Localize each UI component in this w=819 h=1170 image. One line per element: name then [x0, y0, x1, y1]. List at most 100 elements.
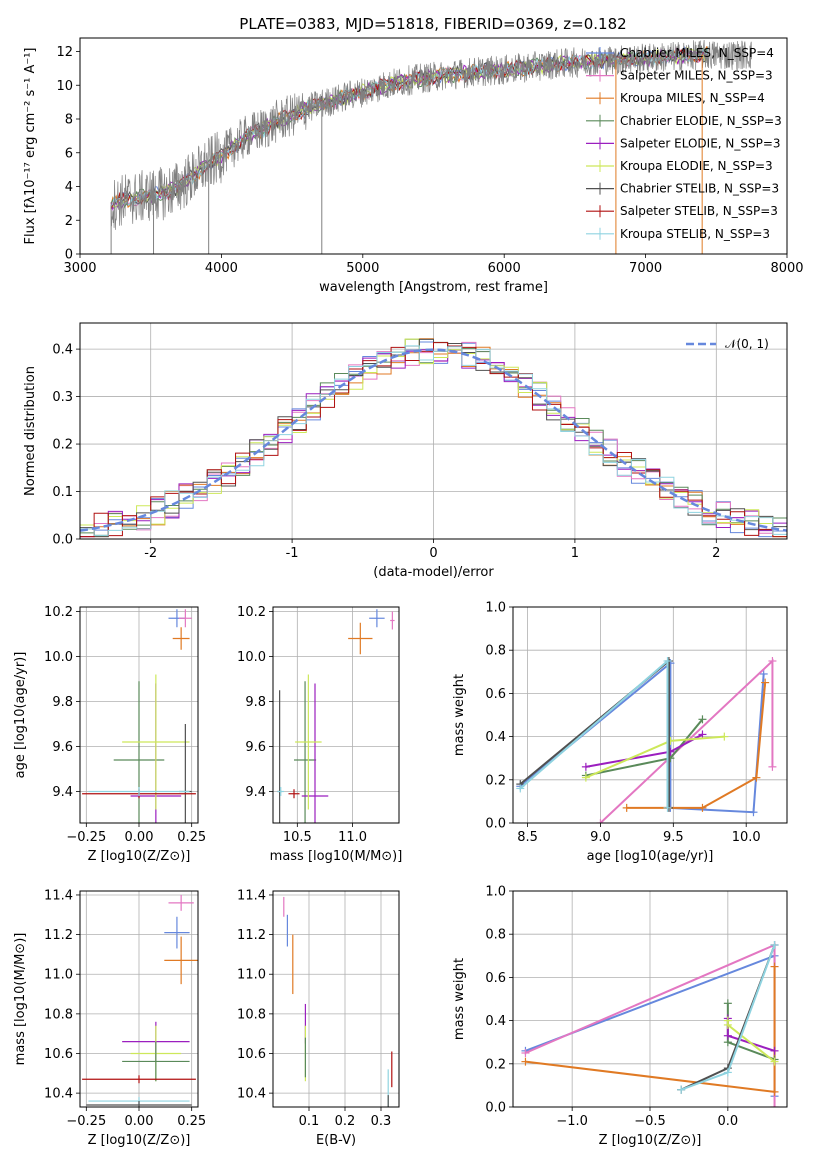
y-tick-label: 0.6 — [485, 971, 506, 986]
legend-label: Chabrier STELIB, N_SSP=3 — [620, 182, 779, 196]
plot-area — [110, 39, 752, 254]
x-tick-label: −1.0 — [556, 1114, 588, 1129]
y-tick-label: 11.4 — [237, 888, 266, 903]
weight-line — [585, 718, 704, 777]
y-tick-label: 11.0 — [237, 968, 266, 983]
y-tick-label: 1.0 — [485, 885, 506, 900]
x-tick-label: 1 — [571, 546, 579, 561]
y-tick-label: 10.8 — [237, 1007, 266, 1022]
residual-histogram — [80, 345, 787, 536]
panel-mass-weight-vs-Z: −1.0 −0.5 0.0 0.0 0.2 0.4 0.6 0.8 1.0 Z [log10(Z/… — [452, 885, 788, 1148]
y-tick-label: 0.3 — [52, 390, 73, 405]
y-tick-label: 9.6 — [52, 740, 73, 755]
y-axis-label: age [log10(age/yr)] — [13, 652, 28, 779]
y-tick-label: 0.4 — [485, 730, 506, 745]
y-tick-label: 0 — [65, 248, 73, 263]
y-tick-label: 0.2 — [485, 1057, 506, 1072]
weight-line — [519, 661, 765, 814]
y-tick-label: 0.8 — [485, 644, 506, 659]
gaussian-curve — [80, 348, 787, 532]
y-tick-label: 9.4 — [52, 785, 73, 800]
x-tick-label: 9.0 — [590, 830, 611, 845]
legend-label: 𝒩(0, 1) — [725, 337, 769, 351]
y-tick-label: 0.2 — [52, 438, 73, 453]
y-axis-label: Flux [fλ10⁻¹⁷ erg cm⁻² s⁻¹ A⁻¹] — [23, 48, 38, 245]
x-axis-label: mass [log10(M/M⊙)] — [270, 849, 403, 864]
x-tick-label: 0.25 — [177, 830, 206, 845]
x-axis-label: age [log10(age/yr)] — [587, 849, 714, 864]
legend-label: Salpeter ELODIE, N_SSP=3 — [620, 136, 781, 150]
legend-label: Salpeter MILES, N_SSP=3 — [620, 69, 773, 83]
y-tick-label: 11.0 — [44, 968, 73, 983]
y-tick-label: 0.0 — [485, 1101, 506, 1116]
legend-label: Kroupa ELODIE, N_SSP=3 — [620, 159, 773, 173]
model-spectrum-line — [110, 47, 709, 212]
plot-area — [283, 896, 393, 1107]
x-tick-label: 8.5 — [517, 830, 538, 845]
panel-mass-vs-Z: −0.25 0.00 0.25 10.4 10.6 10.8 11.0 11.2 11.4 Z [… — [13, 888, 206, 1148]
axes-frame — [79, 890, 199, 1108]
x-tick-label: 9.5 — [663, 830, 684, 845]
plot-area — [516, 657, 777, 823]
x-axis-label: Z [log10(Z/Z⊙)] — [599, 1133, 702, 1148]
x-tick-label: −0.25 — [66, 830, 106, 845]
y-tick-label: 0.4 — [52, 343, 73, 358]
x-axis-label: E(B-V) — [316, 1133, 356, 1148]
x-tick-label: 0.3 — [371, 1114, 392, 1129]
y-axis-label: Normed distribution — [23, 366, 38, 496]
legend-label: Chabrier ELODIE, N_SSP=3 — [620, 114, 782, 128]
x-tick-label: 6000 — [488, 261, 521, 276]
y-tick-label: 0.8 — [485, 928, 506, 943]
y-tick-label: 8 — [65, 113, 73, 128]
axes-frame — [79, 322, 788, 540]
x-tick-label: 10.5 — [283, 830, 312, 845]
y-axis-label: mass weight — [452, 674, 467, 756]
x-tick-label: 0.2 — [335, 1114, 356, 1129]
y-tick-label: 10.4 — [44, 1087, 73, 1102]
axes-frame — [79, 606, 199, 824]
x-tick-label: 5000 — [346, 261, 379, 276]
x-tick-label: 0 — [429, 546, 437, 561]
x-tick-label: -2 — [144, 546, 157, 561]
y-axis-label: mass [log10(M/M⊙)] — [13, 933, 28, 1066]
x-tick-label: 7000 — [629, 261, 662, 276]
axes-frame — [512, 890, 788, 1108]
x-axis-label: Z [log10(Z/Z⊙)] — [88, 849, 191, 864]
y-tick-label: 10.2 — [237, 605, 266, 620]
x-tick-label: 10.0 — [732, 830, 761, 845]
y-tick-label: 0.0 — [485, 817, 506, 832]
x-tick-label: -1 — [286, 546, 299, 561]
data-spectrum-line — [110, 39, 752, 230]
x-tick-label: 0.00 — [125, 830, 154, 845]
plot-area — [521, 941, 779, 1107]
y-tick-label: 9.8 — [52, 695, 73, 710]
panel-spectrum: 3000 4000 5000 6000 7000 8000 0 2 4 6 8 10 12 wavelen… — [23, 15, 804, 295]
y-tick-label: 9.8 — [245, 695, 266, 710]
y-tick-label: 10.4 — [237, 1087, 266, 1102]
legend-label: Kroupa MILES, N_SSP=4 — [620, 91, 765, 105]
x-tick-label: 0.0 — [717, 1114, 738, 1129]
y-tick-label: 0.2 — [485, 773, 506, 788]
plot-area — [277, 609, 395, 823]
y-tick-label: 11.2 — [44, 928, 73, 943]
y-tick-label: 10.6 — [237, 1047, 266, 1062]
weight-line — [626, 682, 767, 809]
x-tick-label: 0.25 — [177, 1114, 206, 1129]
panel-mass-vs-EBV: 0.1 0.2 0.3 10.4 10.6 10.8 11.0 11.2 11.4 E(B-V) — [237, 888, 400, 1148]
x-axis-label: (data-model)/error — [373, 565, 494, 580]
plot-area — [82, 609, 196, 823]
y-tick-label: 4 — [65, 180, 73, 195]
y-tick-label: 10.6 — [44, 1047, 73, 1062]
plot-area — [82, 894, 198, 1107]
x-tick-label: 11.0 — [338, 830, 367, 845]
weight-line — [726, 1018, 775, 1052]
y-tick-label: 0.6 — [485, 687, 506, 702]
x-tick-label: 0.1 — [299, 1114, 320, 1129]
x-tick-label: 3000 — [63, 261, 96, 276]
y-tick-label: 0.0 — [52, 533, 73, 548]
legend-label: Chabrier MILES, N_SSP=4 — [620, 46, 774, 60]
x-axis-label: wavelength [Angstrom, rest frame] — [319, 280, 548, 295]
panel-age-vs-mass: 10.5 11.0 9.4 9.6 9.8 10.0 10.2 mass [log10(M/M… — [237, 605, 403, 864]
y-tick-label: 9.6 — [245, 740, 266, 755]
y-tick-label: 10.8 — [44, 1007, 73, 1022]
